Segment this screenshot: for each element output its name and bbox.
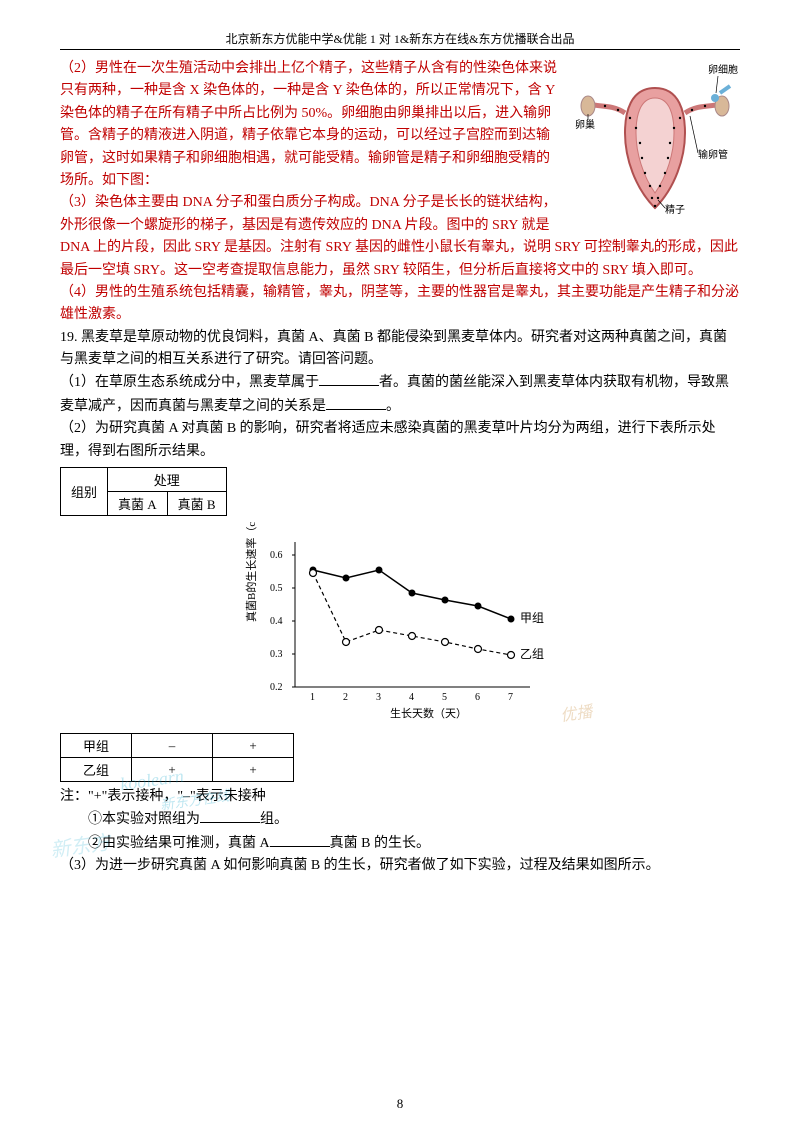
growth-chart: 0.2 0.3 0.4 0.5 0.6 1 2 3 4 5 6 7 甲组 (60, 522, 740, 727)
blank-3 (200, 808, 260, 823)
cell-jia-b: + (213, 734, 294, 758)
svg-text:0.3: 0.3 (270, 649, 283, 660)
chart-ylabel: 真菌B的生长速率（cm²/天） (244, 522, 258, 622)
q19-2-fill1: ①本实验对照组为 组。 (60, 808, 740, 831)
svg-text:7: 7 (508, 692, 513, 703)
chart-label-yi: 乙组 (520, 647, 544, 661)
svg-text:2: 2 (343, 692, 348, 703)
page-number: 8 (0, 1096, 800, 1112)
th-fungus-b: 真菌 B (167, 492, 226, 516)
cell-jia-a: – (132, 734, 213, 758)
cell-yi-b: + (213, 758, 294, 782)
svg-text:0.6: 0.6 (270, 550, 283, 561)
page-header: 北京新东方优能中学&优能 1 对 1&新东方在线&东方优播联合出品 (60, 30, 740, 50)
blank-2 (326, 395, 386, 410)
cell-jia: 甲组 (61, 734, 132, 758)
svg-text:0.2: 0.2 (270, 682, 283, 693)
table-row: 乙组 + + (61, 758, 294, 782)
q19-1: （1）在草原生态系统成分中，黑麦草属于者。真菌的菌丝能深入到黑麦草体内获取有机物… (60, 371, 740, 418)
q19-2-fill2: ②由实验结果可推测，真菌 A 真菌 B 的生长。 (60, 832, 740, 855)
th-fungus-a: 真菌 A (108, 492, 168, 516)
table-note: 注："+"表示接种，"–"表示未接种 (60, 786, 740, 808)
q19-1-text-c: 。 (386, 399, 400, 414)
svg-text:5: 5 (442, 692, 447, 703)
q19-2: （2）为研究真菌 A 对真菌 B 的影响，研究者将适应未感染真菌的黑麦草叶片均分… (60, 418, 740, 463)
uterus-diagram: 卵细胞 卵巢 输卵管 精子 (570, 58, 740, 218)
svg-text:6: 6 (475, 692, 480, 703)
blank-1 (319, 371, 379, 386)
fill2-text-a: ②由实验结果可推测，真菌 A (88, 836, 270, 851)
table-row: 甲组 – + (61, 734, 294, 758)
label-egg-cell: 卵细胞 (708, 63, 738, 76)
fill1-text-b: 组。 (260, 812, 288, 827)
fill1-text-a: ①本实验对照组为 (88, 812, 200, 827)
cell-yi: 乙组 (61, 758, 132, 782)
th-group: 组别 (61, 468, 108, 516)
svg-text:1: 1 (310, 692, 315, 703)
q19-3: （3）为进一步研究真菌 A 如何影响真菌 B 的生长，研究者做了如下实验，过程及… (60, 855, 740, 877)
label-ovary: 卵巢 (575, 118, 595, 131)
label-sperm: 精子 (665, 203, 685, 216)
treatment-table-header: 组别 处理 真菌 A 真菌 B (60, 467, 227, 516)
svg-text:0.4: 0.4 (270, 616, 283, 627)
th-treatment: 处理 (108, 468, 227, 492)
cell-yi-a: + (132, 758, 213, 782)
page: 北京新东方优能中学&优能 1 对 1&新东方在线&东方优播联合出品 (0, 0, 800, 1132)
chart-xlabel: 生长天数（天） (390, 706, 467, 720)
q19-stem: 19. 黑麦草是草原动物的优良饲料，真菌 A、真菌 B 都能侵染到黑麦草体内。研… (60, 327, 740, 372)
fill2-text-b: 真菌 B 的生长。 (330, 836, 430, 851)
blank-4 (270, 832, 330, 847)
treatment-table-body: 甲组 – + 乙组 + + (60, 733, 294, 782)
svg-text:3: 3 (376, 692, 381, 703)
svg-text:0.5: 0.5 (270, 583, 283, 594)
q19-1-text-a: （1）在草原生态系统成分中，黑麦草属于 (60, 375, 319, 390)
svg-text:4: 4 (409, 692, 414, 703)
chart-label-jia: 甲组 (520, 611, 544, 625)
answer-4: （4）男性的生殖系统包括精囊，输精管，睾丸，阴茎等，主要的性器官是睾丸，其主要功… (60, 282, 740, 327)
label-fallopian: 输卵管 (698, 148, 728, 161)
